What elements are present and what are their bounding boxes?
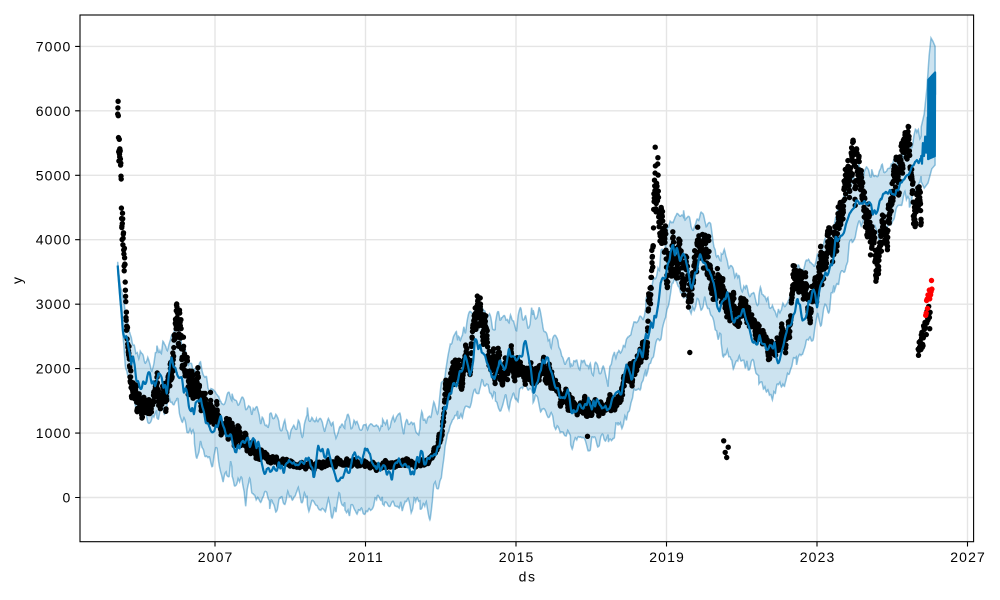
svg-text:2015: 2015: [499, 549, 534, 565]
svg-text:5000: 5000: [36, 167, 71, 183]
svg-text:4000: 4000: [36, 232, 71, 248]
svg-text:1000: 1000: [36, 425, 71, 441]
svg-text:2027: 2027: [950, 549, 985, 565]
svg-text:2007: 2007: [198, 549, 233, 565]
svg-text:6000: 6000: [36, 103, 71, 119]
svg-text:2019: 2019: [649, 549, 684, 565]
svg-text:2000: 2000: [36, 361, 71, 377]
svg-text:3000: 3000: [36, 296, 71, 312]
svg-text:y: y: [9, 277, 25, 284]
svg-text:7000: 7000: [36, 38, 71, 54]
svg-text:2023: 2023: [800, 549, 835, 565]
svg-text:0: 0: [63, 490, 71, 506]
